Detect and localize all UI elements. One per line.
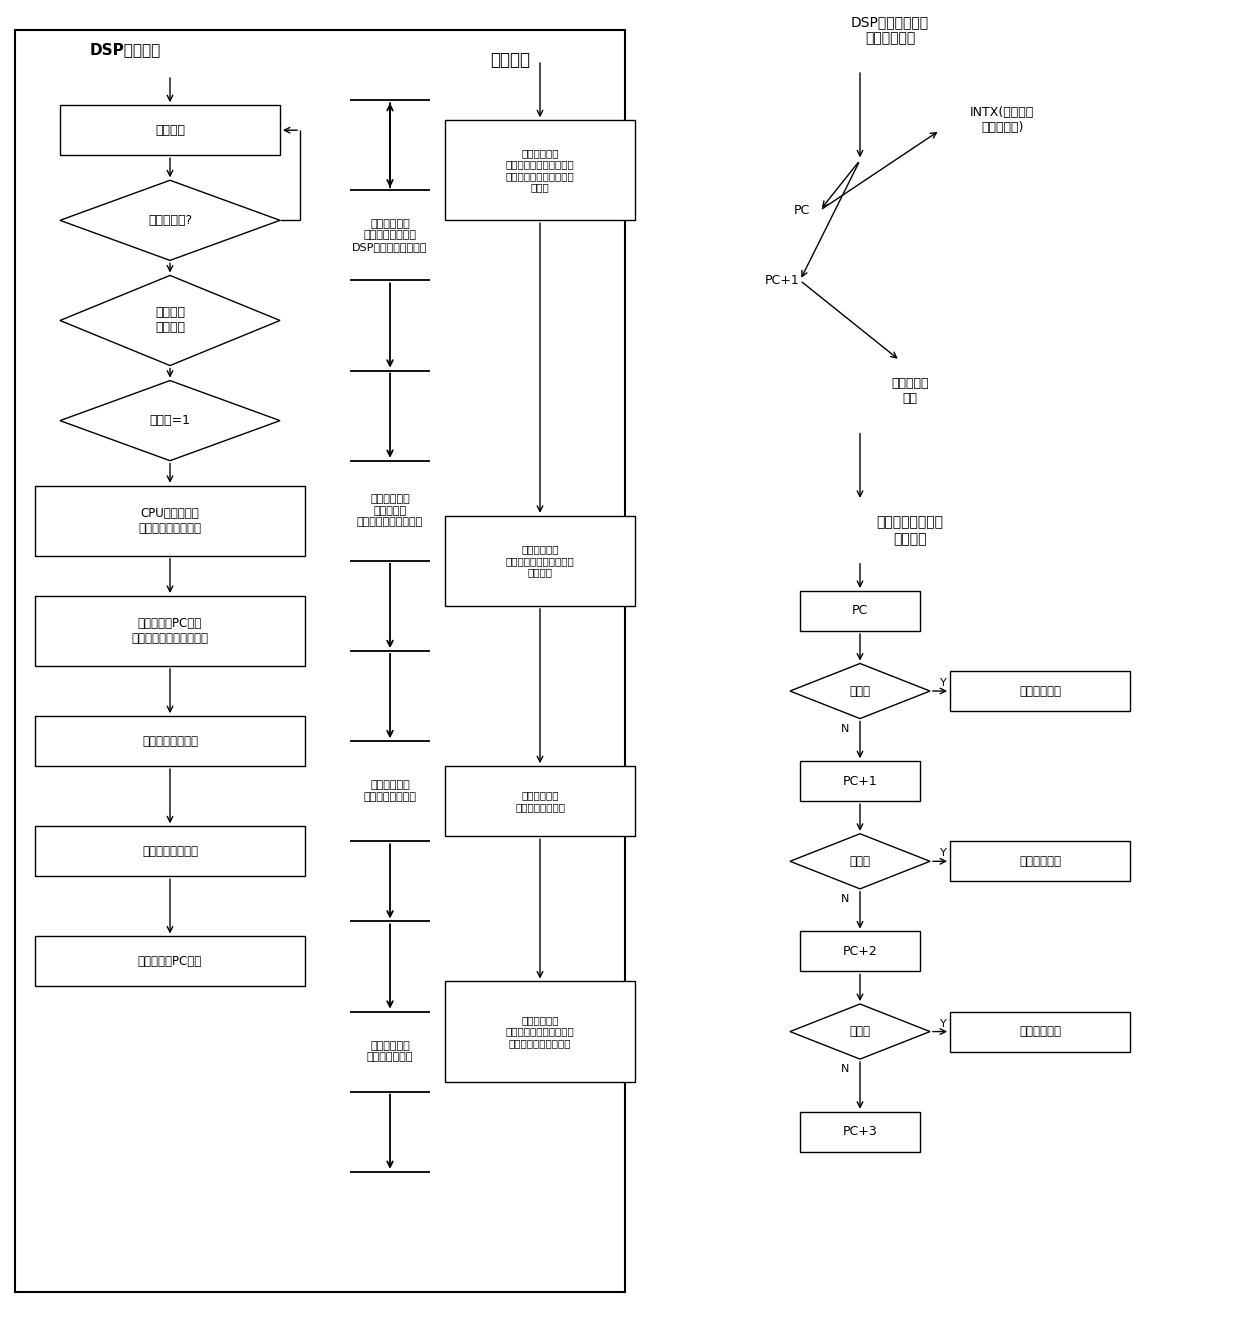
Bar [445,767,635,837]
Polygon shape [60,381,280,460]
Text: 有中断: 有中断 [849,685,870,698]
Bar [35,936,305,986]
Bar [950,1011,1130,1051]
Text: Y: Y [940,1018,947,1029]
Text: 软件模拟方式
在每条指令执行后增加查
询判断语句检查是否有中
断请求: 软件模拟方式 在每条指令执行后增加查 询判断语句检查是否有中 断请求 [506,148,574,193]
Text: 有中断: 有中断 [849,855,870,867]
Text: 【中断响应】
打断主程序
准备执行中断服务程序: 【中断响应】 打断主程序 准备执行中断服务程序 [357,494,423,527]
Text: DSP处理中断: DSP处理中断 [91,42,161,58]
Bar [800,591,920,631]
Text: 允许位=1: 允许位=1 [150,414,191,427]
Text: N: N [841,723,849,734]
Bar [445,981,635,1081]
Bar [60,106,280,155]
Text: INTX(中断服务
务程序入口): INTX(中断服务 务程序入口) [970,106,1034,134]
Text: PC+2: PC+2 [843,945,878,958]
Text: PC+1: PC+1 [843,775,878,788]
Text: DSP真实环境执行
中断服务程序: DSP真实环境执行 中断服务程序 [851,15,929,45]
Bar [35,826,305,876]
Bar [950,672,1130,711]
Bar [800,1112,920,1151]
Text: 【中断请求】
在执行普通指令时
DSP硬件自动检查执行: 【中断请求】 在执行普通指令时 DSP硬件自动检查执行 [352,218,428,253]
Bar [445,120,635,221]
Text: PC: PC [794,204,810,217]
Polygon shape [60,180,280,260]
Text: PC+1: PC+1 [765,274,800,287]
Text: 最后一个
指令周期: 最后一个 指令周期 [155,307,185,334]
Text: 软件模拟方式
如果需要执行中断服务程
序，调用: 软件模拟方式 如果需要执行中断服务程 序，调用 [506,545,574,578]
Text: 执行指令: 执行指令 [155,124,185,136]
Bar [35,596,305,666]
Text: 压栈（保存PC值）
跳转到中断服务程序入口: 压栈（保存PC值） 跳转到中断服务程序入口 [131,617,208,645]
Text: Y: Y [940,678,947,687]
Bar [800,932,920,972]
Bar [445,516,635,605]
Text: 清执行的中断标志: 清执行的中断标志 [143,735,198,748]
Polygon shape [790,664,930,719]
Text: CPU判定优先权
响应优先权高的中断: CPU判定优先权 响应优先权高的中断 [139,506,201,535]
Bar [800,761,920,801]
Text: N: N [841,1064,849,1073]
Text: 中断服务程序: 中断服务程序 [1019,685,1061,698]
Text: 执行完成后
返回: 执行完成后 返回 [892,377,929,405]
Text: 软件模拟方式
采用调用函数方式，执行
后自动恢复，不做处理: 软件模拟方式 采用调用函数方式，执行 后自动恢复，不做处理 [506,1015,574,1048]
Bar [950,841,1130,882]
Polygon shape [790,1003,930,1059]
Text: 出栈（恢复PC值）: 出栈（恢复PC值） [138,954,202,968]
Polygon shape [790,834,930,888]
Polygon shape [60,275,280,366]
Text: 软件模拟: 软件模拟 [490,52,529,69]
Text: Y: Y [940,849,947,858]
Text: 软件模拟方式
调用中断服务程序: 软件模拟方式 调用中断服务程序 [515,791,565,812]
Bar [35,485,305,555]
Text: PC+3: PC+3 [843,1125,878,1138]
Text: N: N [841,894,849,904]
Text: 【中断返回】
返回执行主程序: 【中断返回】 返回执行主程序 [367,1040,413,1063]
Text: 执行中断服务程序: 执行中断服务程序 [143,845,198,858]
Text: 模拟执行中断服务
程序方式: 模拟执行中断服务 程序方式 [877,516,944,546]
Text: PC: PC [852,604,868,617]
Bar [15,30,625,1292]
Text: 中断服务程序: 中断服务程序 [1019,855,1061,867]
Text: 【中断服务】
执行中断服务程序: 【中断服务】 执行中断服务程序 [363,780,417,802]
Text: 有中断: 有中断 [849,1025,870,1038]
Text: 中断服务程序: 中断服务程序 [1019,1025,1061,1038]
Text: 有中断请求?: 有中断请求? [148,214,192,227]
Bar [35,717,305,767]
